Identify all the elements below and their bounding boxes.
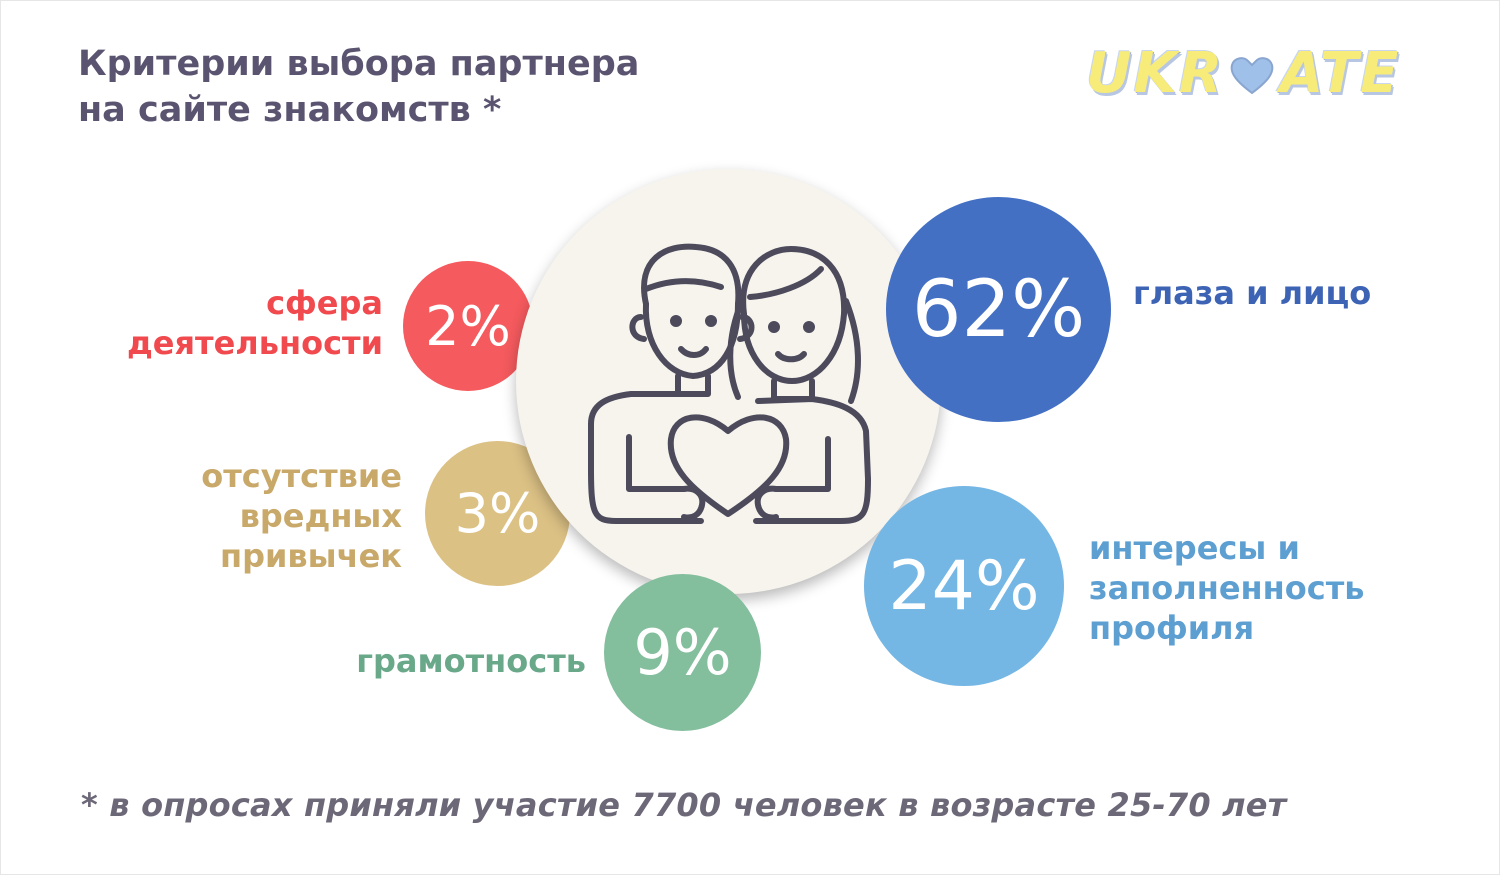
bubble-24-percent: 24% (864, 486, 1064, 686)
survey-footnote: * в опросах приняли участие 7700 человек… (81, 786, 1287, 824)
label-no-bad-habits: отсутствие вредных привычек (201, 456, 402, 576)
center-illustration (516, 169, 941, 594)
logo-text-left: UKR (1086, 41, 1224, 106)
label-line: профиля (1089, 609, 1255, 647)
label-line: деятельности (126, 324, 383, 362)
bubble-value-label: 62% (911, 264, 1086, 355)
bubble-value-label: 24% (888, 546, 1040, 626)
label-line: грамотность (356, 642, 586, 680)
bubble-value-label: 3% (454, 482, 541, 545)
label-line: интересы и (1089, 529, 1300, 567)
label-line: глаза и лицо (1133, 274, 1372, 312)
ukrdate-logo: UKR ATE (1086, 39, 1400, 109)
label-line: отсутствие (201, 457, 402, 495)
bubble-value-label: 2% (425, 294, 511, 358)
heart-icon (1228, 42, 1276, 112)
label-literacy: грамотность (356, 641, 586, 681)
label-line: сфера (266, 284, 383, 322)
label-interests-and-profile: интересы и заполненность профиля (1089, 528, 1364, 648)
label-line: привычек (219, 537, 402, 575)
title-line-1: Критерии выбора партнера (78, 44, 640, 84)
couple-with-heart-icon (588, 243, 871, 524)
label-line: заполненность (1089, 569, 1365, 607)
bubble-2-percent: 2% (403, 261, 533, 391)
label-eyes-and-face: глаза и лицо (1133, 273, 1371, 313)
title-line-2: на сайте знакомств * (78, 90, 502, 130)
label-line: вредных (239, 497, 402, 535)
page-title: Критерии выбора партнера на сайте знаком… (78, 41, 639, 133)
bubble-9-percent: 9% (604, 574, 761, 731)
label-field-of-activity: сфера деятельности (127, 283, 383, 363)
logo-text-right: ATE (1280, 41, 1401, 106)
bubble-value-label: 9% (633, 616, 732, 689)
bubble-62-percent: 62% (886, 197, 1111, 422)
